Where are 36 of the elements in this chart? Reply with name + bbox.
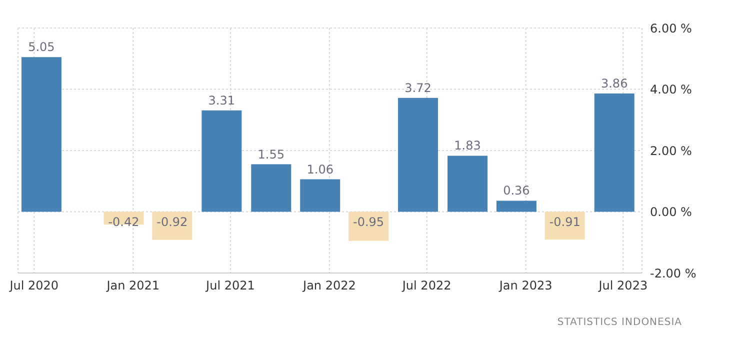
text: STATISTICS INDONESIA	[557, 317, 682, 328]
data-label: 0.36	[503, 184, 530, 198]
y-tick-label: 0.00 %	[650, 205, 692, 220]
x-tick-label: Jul 2023	[598, 278, 648, 293]
bar	[251, 164, 292, 212]
x-tick-label: Jul 2021	[205, 278, 255, 293]
data-label: 1.06	[306, 162, 334, 176]
data-label: 3.86	[601, 76, 628, 91]
bar	[496, 200, 536, 212]
data-label: -0.92	[156, 214, 188, 229]
data-label: -0.42	[108, 214, 140, 229]
bar	[348, 212, 389, 241]
bar	[21, 57, 62, 212]
bar	[544, 212, 585, 240]
bar	[448, 156, 488, 212]
x-tick-label: Jan 2023	[498, 278, 552, 293]
data-label: 1.55	[258, 147, 285, 162]
data-label: 1.83	[454, 138, 481, 153]
data-label: 3.72	[404, 80, 432, 95]
bar	[202, 110, 242, 212]
bar	[398, 98, 438, 212]
y-tick-label: 6.00 %	[650, 21, 692, 36]
y-tick-label: -2.00 %	[650, 266, 696, 280]
x-tick-label: Jul 2022	[401, 278, 452, 293]
data-label: 5.05	[28, 40, 55, 54]
x-tick-label: Jan 2022	[302, 278, 356, 293]
bar	[152, 212, 192, 240]
x-tick-label: Jul 2020	[8, 278, 59, 293]
y-tick-label: 4.00 %	[650, 82, 692, 97]
x-tick-label: Jan 2021	[106, 278, 160, 293]
data-label: 3.31	[208, 93, 236, 108]
bar	[300, 179, 340, 212]
data-label: -0.95	[352, 214, 384, 229]
data-label: -0.91	[549, 214, 580, 229]
bar	[594, 94, 634, 212]
y-tick-label: 2.00 %	[650, 144, 692, 158]
